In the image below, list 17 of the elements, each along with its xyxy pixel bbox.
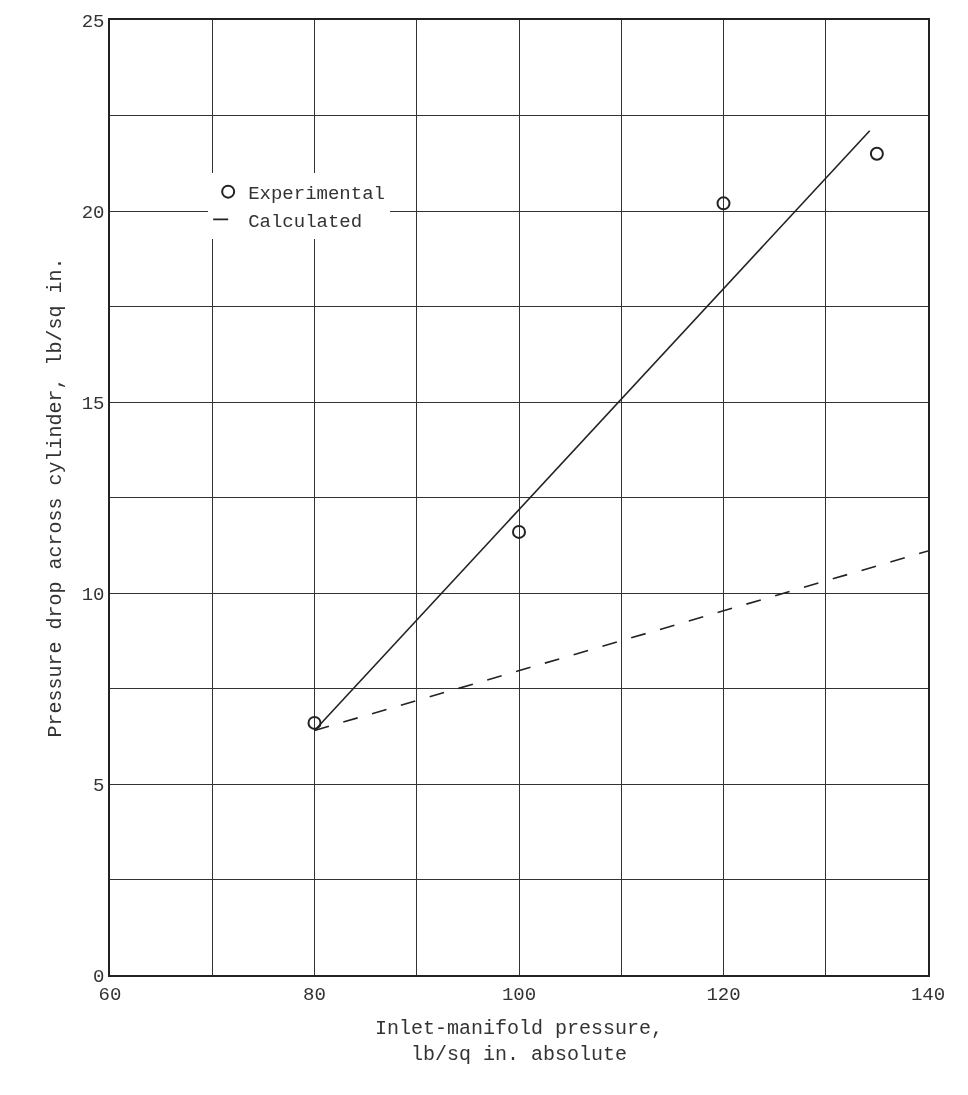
y-tick-label: 15 [81,392,105,415]
y-tick-label: 20 [81,201,105,224]
point [716,196,731,211]
point [869,146,884,161]
y-tick-label: 10 [81,583,105,606]
x-tick-label: 100 [501,983,537,1006]
legend-label: Calculated [248,210,363,233]
y-axis-title: Pressure drop across cylinder, lb/sq in. [43,257,67,738]
x-tick-label: 140 [910,983,946,1006]
y-tick-label: 5 [93,774,105,797]
legend-label: Experimental [248,183,385,206]
x-axis-title: Inlet-manifold pressure, lb/sq in. absolute [374,1016,664,1066]
point [307,715,322,730]
x-tick-label: 80 [303,983,326,1006]
x-tick-label: 120 [706,983,741,1006]
y-tick-label: 25 [81,10,105,33]
point [512,524,526,539]
